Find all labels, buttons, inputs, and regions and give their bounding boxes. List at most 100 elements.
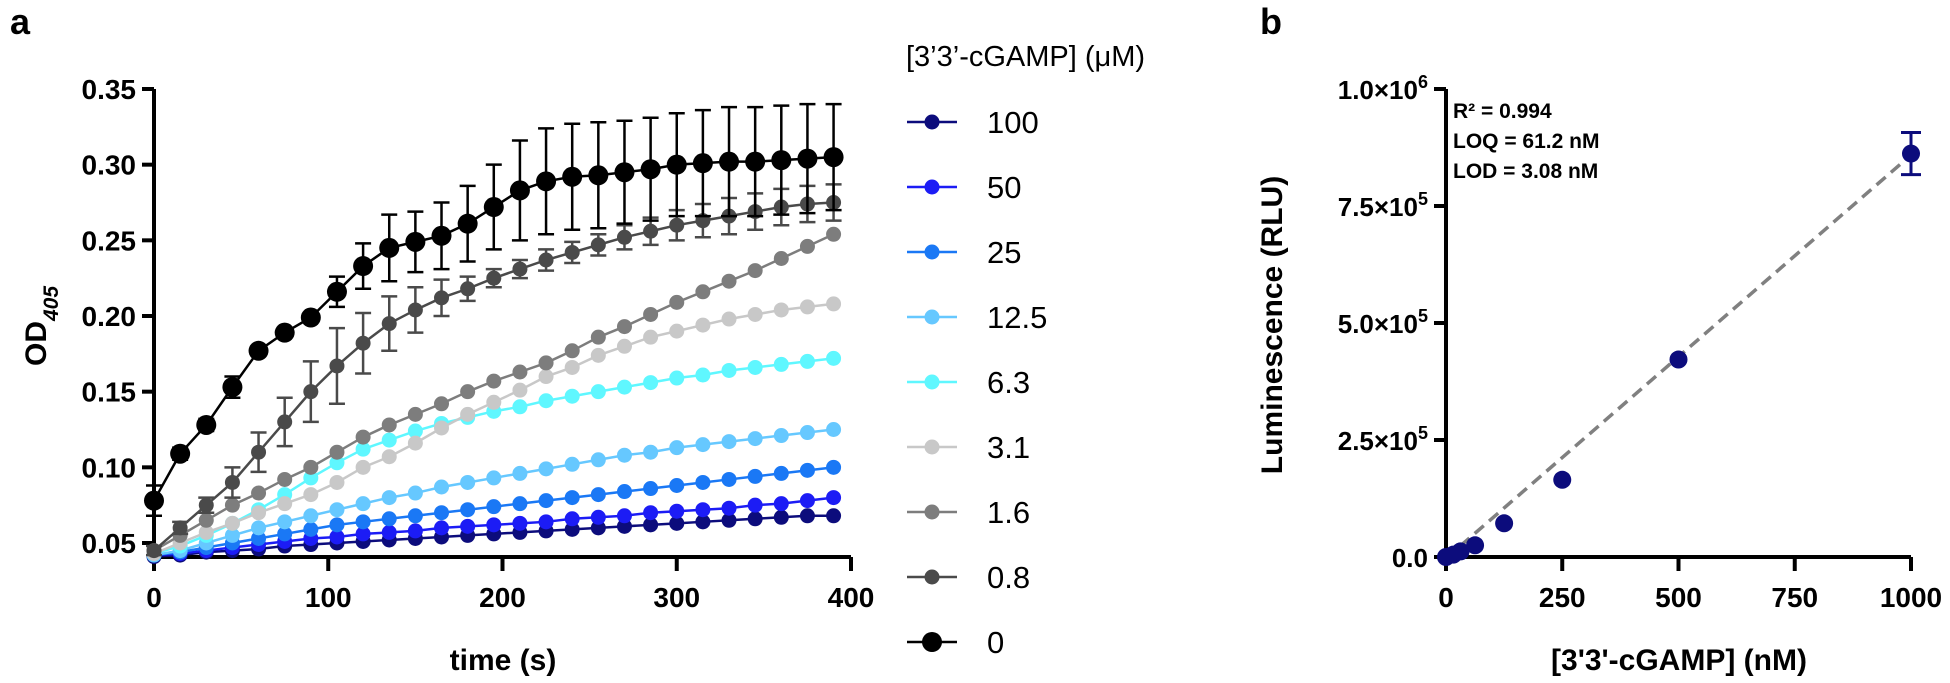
data-point: [640, 159, 661, 180]
y-tick-label: 1.0×106: [1338, 72, 1428, 105]
data-point: [745, 151, 766, 172]
data-point: [355, 441, 371, 457]
y-tick-label: 0.20: [82, 301, 137, 332]
data-point: [721, 311, 737, 327]
data-point: [695, 474, 711, 490]
data-point: [695, 437, 711, 453]
data-point: [590, 384, 606, 400]
panel-label-a: a: [10, 1, 31, 42]
data-point: [590, 452, 606, 468]
data-point: [562, 166, 583, 187]
y-axis-label: Luminescence (RLU): [1256, 176, 1289, 474]
y-tick-label: 0.30: [82, 150, 137, 181]
data-point: [797, 148, 818, 169]
data-point: [407, 435, 423, 451]
data-point: [329, 474, 345, 490]
x-axis-label: time (s): [450, 644, 557, 677]
x-tick-label: 250: [1539, 582, 1586, 613]
data-point: [460, 281, 476, 297]
x-tick-label: 750: [1771, 582, 1818, 613]
data-point: [616, 508, 632, 524]
data-point: [144, 490, 164, 511]
data-point: [616, 447, 632, 463]
data-point: [512, 399, 528, 415]
data-point: [590, 487, 606, 503]
legend-item: 1.6: [907, 495, 1030, 530]
data-point: [538, 514, 554, 530]
legend-marker: [924, 569, 940, 585]
data-point: [799, 425, 815, 441]
data-point: [303, 470, 319, 486]
legend-item: 12.5: [907, 300, 1047, 335]
panel-a: 0.05 0.10 0.15 0.20 0.25 0.30 0.35 0 100 200 300 40…: [20, 41, 1145, 677]
data-point: [643, 375, 659, 391]
y-tick-label: 2.5×105: [1338, 423, 1428, 456]
data-point: [721, 273, 737, 289]
legend-marker: [924, 244, 940, 260]
y-tick-label: 0.05: [82, 528, 137, 559]
legend-marker: [924, 439, 940, 455]
x-tick-label: 0: [146, 582, 162, 613]
data-point: [590, 237, 606, 253]
data-point: [826, 350, 842, 366]
data-point: [460, 518, 476, 534]
legend-marker: [924, 114, 940, 130]
data-point: [170, 443, 191, 464]
data-point: [773, 428, 789, 444]
data-point: [773, 509, 789, 525]
legend-label: 1.6: [987, 495, 1030, 530]
data-point: [1495, 514, 1514, 533]
data-point: [721, 362, 737, 378]
annotation: R² = 0.994: [1453, 100, 1552, 123]
data-point: [381, 449, 397, 465]
data-point: [538, 393, 554, 409]
annotation: LOQ = 61.2 nM: [1453, 130, 1599, 153]
data-point: [434, 396, 450, 412]
data-point: [486, 394, 502, 410]
x-tick-label: 500: [1655, 582, 1702, 613]
data-point: [381, 432, 397, 448]
data-point: [224, 474, 240, 490]
data-point: [512, 465, 528, 481]
data-point: [643, 505, 659, 521]
data-point: [826, 296, 842, 312]
series-3-1: [146, 296, 842, 562]
data-point: [1466, 536, 1485, 555]
y-tick-label: 0.25: [82, 225, 137, 256]
data-point: [616, 379, 632, 395]
data-point: [823, 147, 844, 168]
data-point: [486, 470, 502, 486]
x-tick-label: 400: [828, 582, 875, 613]
data-point: [773, 496, 789, 512]
data-point: [146, 543, 162, 559]
data-point: [747, 431, 763, 447]
data-point: [483, 197, 504, 218]
data-point: [590, 347, 606, 363]
data-point: [434, 520, 450, 536]
data-point: [407, 523, 423, 539]
data-point: [538, 355, 554, 371]
data-point: [669, 477, 685, 493]
panel-label-b: b: [1260, 1, 1282, 42]
data-point: [381, 524, 397, 540]
legend-label: 6.3: [987, 365, 1030, 400]
data-point: [303, 487, 319, 503]
data-point: [564, 490, 580, 506]
data-point: [355, 526, 371, 542]
data-point: [669, 503, 685, 519]
series-12-5: [146, 422, 842, 563]
data-point: [457, 213, 478, 234]
data-point: [590, 509, 606, 525]
data-point: [799, 462, 815, 478]
data-point: [799, 493, 815, 509]
legend-item: 0: [907, 625, 1004, 660]
data-point: [277, 526, 293, 542]
data-point: [719, 151, 740, 172]
data-point: [692, 153, 713, 174]
data-point: [826, 508, 842, 524]
data-point: [564, 244, 580, 260]
data-point: [251, 520, 267, 536]
y-tick-label: 0.15: [82, 377, 137, 408]
legend-item: 100: [907, 105, 1039, 140]
data-point: [407, 406, 423, 422]
